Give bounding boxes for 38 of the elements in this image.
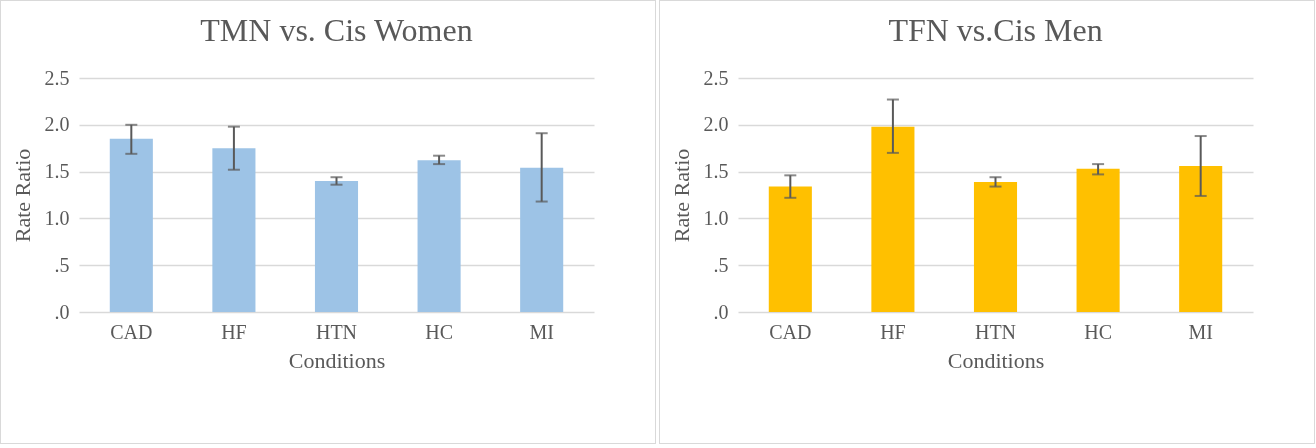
- y-tick-label: 2.5: [44, 66, 70, 89]
- x-tick-label: HTN: [315, 320, 358, 343]
- bar: [1076, 168, 1120, 312]
- x-tick-label: CAD: [110, 320, 153, 343]
- y-tick-label: 1.0: [44, 206, 70, 229]
- y-tick-label: .5: [713, 253, 729, 276]
- x-tick-label: MI: [529, 320, 554, 343]
- x-tick-label: HF: [221, 320, 247, 343]
- y-tick-label: 1.5: [44, 160, 70, 183]
- x-tick-label: HF: [880, 320, 906, 343]
- x-tick-label: CAD: [769, 320, 812, 343]
- bar: [871, 126, 915, 312]
- y-tick-label: .0: [713, 300, 729, 323]
- y-tick-label: 1.0: [703, 206, 729, 229]
- bar: [1179, 165, 1223, 312]
- y-tick-label: 2.0: [44, 113, 70, 136]
- x-tick-label: HC: [425, 320, 453, 343]
- x-tick-label: HTN: [974, 320, 1017, 343]
- bar: [109, 138, 153, 312]
- y-axis-title: Rate Ratio: [9, 148, 35, 243]
- bar: [212, 148, 256, 312]
- bar: [417, 160, 461, 312]
- y-axis-title: Rate Ratio: [668, 148, 694, 243]
- bar: [520, 167, 564, 312]
- chart-title: TFN vs.Cis Men: [888, 12, 1103, 48]
- bar: [768, 186, 812, 312]
- chart-title: TMN vs. Cis Women: [200, 12, 473, 48]
- x-tick-label: HC: [1084, 320, 1112, 343]
- y-tick-label: 2.0: [703, 113, 729, 136]
- y-tick-label: 2.5: [703, 66, 729, 89]
- bar: [314, 180, 359, 312]
- y-tick-label: .5: [54, 253, 70, 276]
- y-tick-label: 1.5: [703, 160, 729, 183]
- bar: [973, 181, 1018, 312]
- x-axis-title: Conditions: [947, 347, 1045, 373]
- y-tick-label: .0: [54, 300, 70, 323]
- x-axis-title: Conditions: [288, 347, 386, 373]
- x-tick-label: MI: [1188, 320, 1213, 343]
